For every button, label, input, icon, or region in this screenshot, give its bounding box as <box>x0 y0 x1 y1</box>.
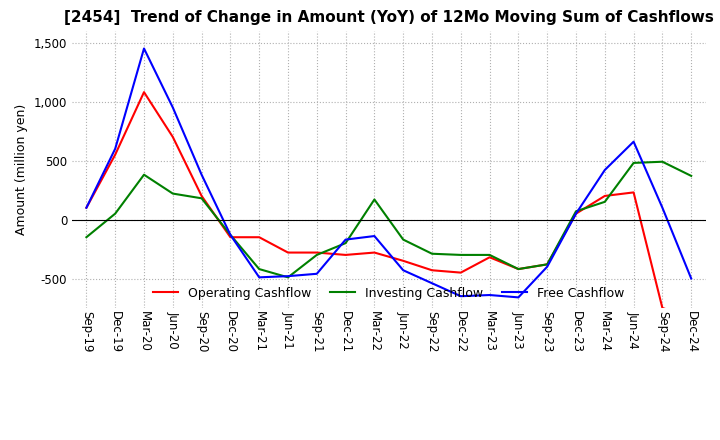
Operating Cashflow <box>658 305 667 311</box>
Operating Cashflow <box>312 250 321 255</box>
Investing Cashflow <box>140 172 148 177</box>
Operating Cashflow <box>226 235 235 240</box>
Free Cashflow <box>456 293 465 299</box>
Investing Cashflow <box>168 191 177 196</box>
Investing Cashflow <box>629 160 638 165</box>
Operating Cashflow <box>485 255 494 260</box>
Investing Cashflow <box>485 252 494 257</box>
Free Cashflow <box>284 274 292 279</box>
Operating Cashflow <box>572 211 580 216</box>
Operating Cashflow <box>284 250 292 255</box>
Legend: Operating Cashflow, Investing Cashflow, Free Cashflow: Operating Cashflow, Investing Cashflow, … <box>148 282 629 304</box>
Free Cashflow <box>485 293 494 298</box>
Line: Free Cashflow: Free Cashflow <box>86 48 691 297</box>
Investing Cashflow <box>312 252 321 257</box>
Free Cashflow <box>111 146 120 151</box>
Operating Cashflow <box>600 193 609 198</box>
Free Cashflow <box>140 46 148 51</box>
Investing Cashflow <box>341 241 350 246</box>
Investing Cashflow <box>514 267 523 272</box>
Investing Cashflow <box>284 275 292 280</box>
Free Cashflow <box>629 139 638 144</box>
Operating Cashflow <box>687 315 696 320</box>
Free Cashflow <box>168 105 177 110</box>
Free Cashflow <box>312 271 321 276</box>
Operating Cashflow <box>341 252 350 257</box>
Free Cashflow <box>543 264 552 269</box>
Operating Cashflow <box>370 250 379 255</box>
Operating Cashflow <box>168 134 177 139</box>
Free Cashflow <box>197 172 206 177</box>
Investing Cashflow <box>572 209 580 214</box>
Investing Cashflow <box>428 251 436 257</box>
Investing Cashflow <box>197 196 206 201</box>
Free Cashflow <box>399 268 408 273</box>
Free Cashflow <box>82 205 91 210</box>
Investing Cashflow <box>255 267 264 272</box>
Investing Cashflow <box>687 173 696 179</box>
Operating Cashflow <box>255 235 264 240</box>
Line: Operating Cashflow: Operating Cashflow <box>86 92 691 317</box>
Y-axis label: Amount (million yen): Amount (million yen) <box>15 104 28 235</box>
Investing Cashflow <box>658 159 667 165</box>
Investing Cashflow <box>370 197 379 202</box>
Investing Cashflow <box>543 262 552 267</box>
Free Cashflow <box>370 233 379 238</box>
Free Cashflow <box>226 232 235 238</box>
Operating Cashflow <box>543 262 552 267</box>
Investing Cashflow <box>82 235 91 240</box>
Free Cashflow <box>341 237 350 242</box>
Operating Cashflow <box>456 270 465 275</box>
Line: Investing Cashflow: Investing Cashflow <box>86 162 691 277</box>
Operating Cashflow <box>399 258 408 264</box>
Investing Cashflow <box>111 211 120 216</box>
Operating Cashflow <box>629 190 638 195</box>
Title: [2454]  Trend of Change in Amount (YoY) of 12Mo Moving Sum of Cashflows: [2454] Trend of Change in Amount (YoY) o… <box>64 11 714 26</box>
Free Cashflow <box>600 167 609 172</box>
Free Cashflow <box>687 276 696 281</box>
Operating Cashflow <box>514 267 523 272</box>
Operating Cashflow <box>140 89 148 95</box>
Operating Cashflow <box>428 268 436 273</box>
Investing Cashflow <box>226 232 235 238</box>
Investing Cashflow <box>600 199 609 205</box>
Investing Cashflow <box>399 237 408 242</box>
Operating Cashflow <box>111 152 120 157</box>
Free Cashflow <box>255 275 264 280</box>
Free Cashflow <box>428 281 436 286</box>
Free Cashflow <box>572 211 580 216</box>
Operating Cashflow <box>82 205 91 210</box>
Investing Cashflow <box>456 252 465 257</box>
Free Cashflow <box>514 295 523 300</box>
Operating Cashflow <box>197 193 206 198</box>
Free Cashflow <box>658 205 667 210</box>
